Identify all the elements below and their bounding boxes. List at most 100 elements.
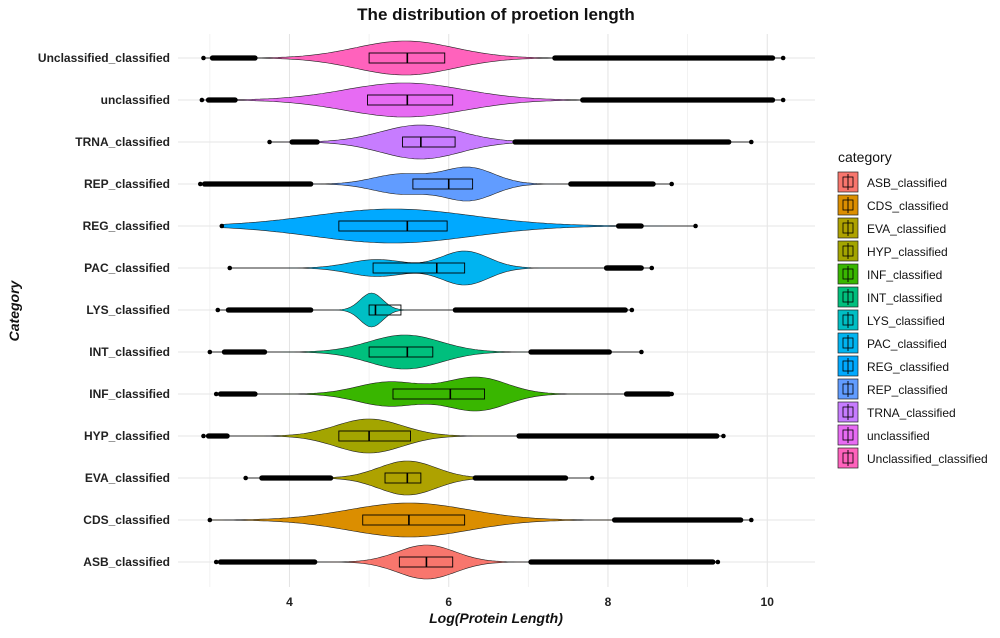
x-tick-label: 4 [286, 595, 293, 609]
outlier-point [199, 97, 205, 103]
outlier-cluster [615, 223, 644, 229]
outlier-point [629, 307, 635, 313]
x-axis-label: Log(Protein Length) [429, 610, 563, 626]
legend-label: INF_classified [867, 268, 942, 282]
outlier-point [219, 223, 225, 229]
violin-group [197, 166, 674, 202]
violin-shape [269, 124, 752, 160]
violin-group [199, 82, 786, 118]
outlier-point [649, 265, 655, 271]
legend-item: Unclassified_classified [837, 447, 988, 469]
outlier-cluster [580, 97, 776, 103]
chart-title: The distribution of proetion length [357, 5, 635, 24]
y-tick-label: Unclassified_classified [38, 51, 170, 65]
violin-group [213, 376, 674, 412]
violin-shape [200, 166, 672, 202]
outlier-point [243, 475, 248, 481]
legend-item: HYP_classified [837, 240, 948, 262]
violin-group [219, 208, 698, 244]
outlier-point [207, 349, 213, 355]
outlier-cluster [623, 391, 672, 397]
outlier-cluster [516, 433, 720, 439]
outlier-cluster [205, 97, 238, 103]
outlier-cluster [289, 139, 320, 145]
legend-label: EVA_classified [867, 222, 946, 236]
outlier-point [201, 433, 206, 439]
outlier-point [693, 223, 698, 229]
violin-group [227, 250, 655, 286]
violin-shape [229, 250, 652, 286]
y-axis-label: Category [6, 279, 22, 341]
violin-shape [209, 334, 642, 370]
legend-item: REP_classified [837, 378, 948, 400]
outlier-point [207, 517, 213, 523]
outlier-point [213, 391, 219, 397]
outlier-cluster [552, 55, 776, 61]
y-tick-label: unclassified [101, 93, 170, 107]
outlier-point [201, 55, 206, 61]
outlier-point [197, 181, 203, 187]
box [392, 388, 486, 400]
outlier-cluster [528, 349, 612, 355]
legend-item: PAC_classified [837, 332, 947, 354]
legend-item: CDS_classified [837, 194, 948, 216]
legend-label: unclassified [867, 429, 930, 443]
y-tick-label: INT_classified [89, 345, 170, 359]
legend: category ASB_classified CDS_classified EVA… [837, 149, 988, 469]
outlier-cluster [205, 433, 230, 439]
outlier-cluster [201, 181, 314, 187]
outlier-cluster [603, 265, 644, 271]
box [402, 136, 456, 148]
legend-item: INF_classified [837, 263, 942, 285]
y-tick-label: TRNA_classified [75, 135, 170, 149]
y-tick-label: HYP_classified [84, 429, 170, 443]
y-tick-label: INF_classified [89, 387, 170, 401]
violin-group [201, 40, 786, 76]
x-tick-label: 6 [445, 595, 452, 609]
violin-group [243, 460, 595, 496]
box [362, 514, 466, 526]
violin-group [201, 418, 726, 454]
y-tick-label: PAC_classified [84, 261, 170, 275]
outlier-point [267, 139, 272, 145]
outlier-cluster [221, 349, 268, 355]
legend-item: REG_classified [837, 355, 949, 377]
box [338, 220, 448, 232]
legend-label: HYP_classified [867, 245, 948, 259]
legend-item: INT_classified [837, 286, 942, 308]
violin-group [213, 544, 721, 580]
outlier-point [589, 475, 595, 481]
legend-label: TRNA_classified [867, 406, 956, 420]
legend-label: INT_classified [867, 291, 942, 305]
outlier-cluster [209, 55, 258, 61]
outlier-point [669, 181, 674, 187]
legend-label: PAC_classified [867, 337, 947, 351]
y-tick-label: CDS_classified [83, 513, 170, 527]
outlier-point [669, 391, 674, 397]
axes: 4 6 8 10 ASB_classified CDS_classified EVA_cla… [38, 51, 774, 609]
box [372, 262, 466, 274]
violin-shape [217, 292, 632, 328]
box [412, 178, 474, 190]
legend-label: Unclassified_classified [867, 452, 988, 466]
outlier-cluster [528, 559, 716, 565]
outlier-cluster [512, 139, 732, 145]
violin-group [207, 334, 644, 370]
legend-item: unclassified [837, 424, 930, 446]
violin-shape [216, 544, 718, 580]
box [367, 94, 454, 106]
outlier-cluster [259, 475, 334, 481]
legend-label: ASB_classified [867, 176, 947, 190]
outlier-cluster [472, 475, 569, 481]
outlier-cluster [217, 559, 318, 565]
violin-shape [203, 418, 724, 454]
outlier-point [749, 139, 754, 145]
legend-label: CDS_classified [867, 199, 948, 213]
outlier-point [639, 349, 644, 355]
legend-item: LYS_classified [837, 309, 945, 331]
y-tick-label: LYS_classified [86, 303, 170, 317]
legend-label: LYS_classified [867, 314, 945, 328]
plot-area [197, 40, 786, 580]
legend-item: TRNA_classified [837, 401, 956, 423]
